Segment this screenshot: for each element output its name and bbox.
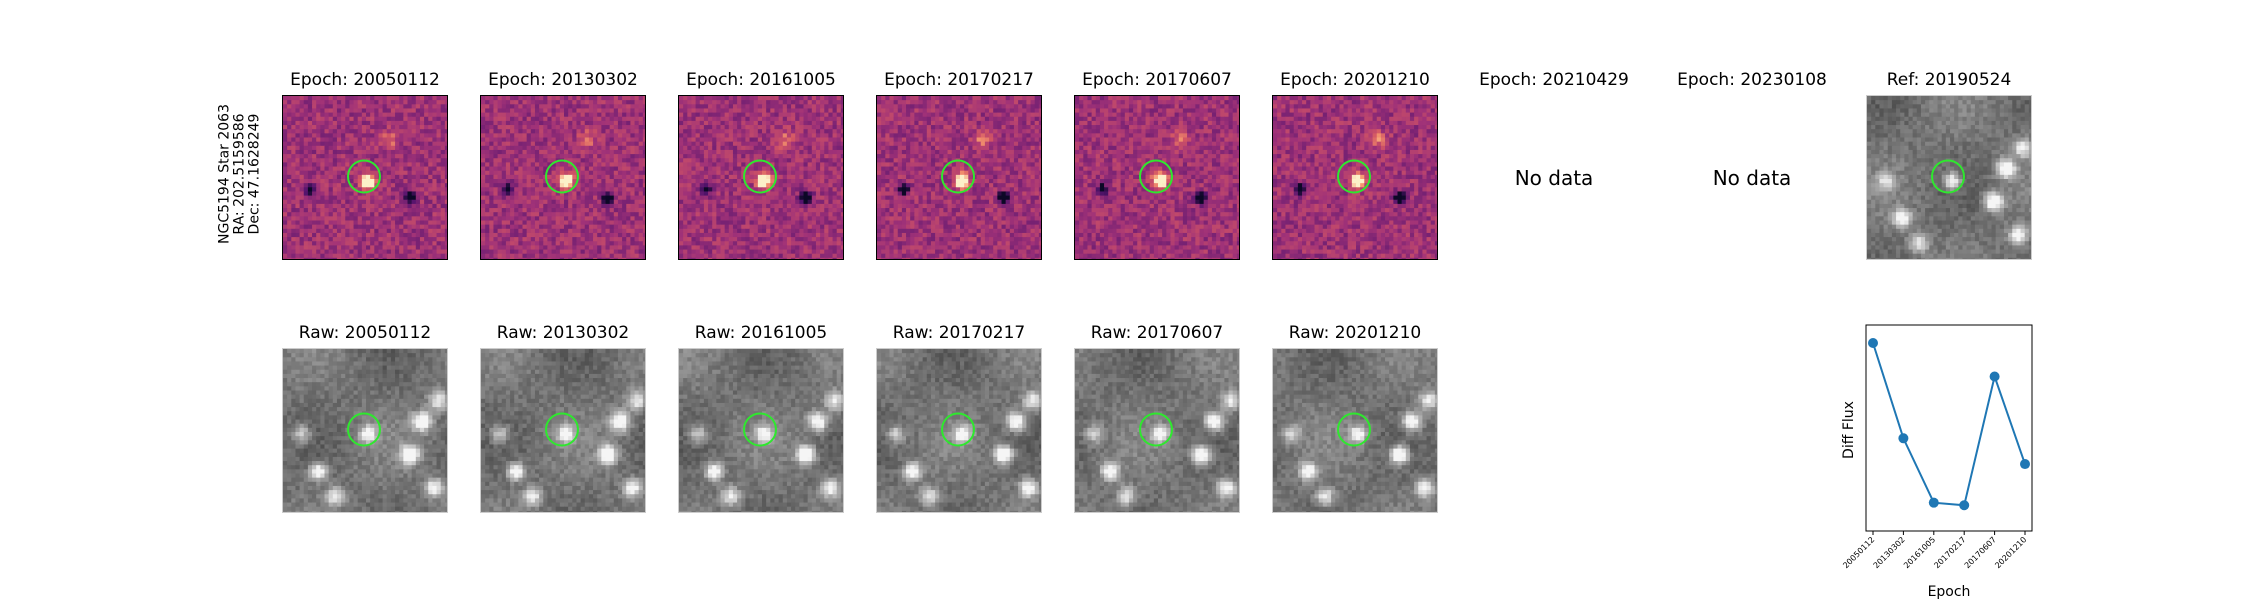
target-circle <box>743 159 777 194</box>
panel-title: Ref: 20190524 <box>1887 70 2012 90</box>
x-tick-label: 20130302 <box>1872 535 1907 570</box>
data-point <box>1868 338 1878 349</box>
difference-image <box>678 95 844 260</box>
panel-title: Epoch: 20050112 <box>290 70 440 90</box>
panel-title: Epoch: 20210429 <box>1479 70 1629 90</box>
no-data-message: No data <box>1515 166 1594 190</box>
target-circle <box>347 159 381 194</box>
panel-title: Epoch: 20170217 <box>884 70 1034 90</box>
star-name: NGC5194 Star 2063 <box>217 104 233 244</box>
panel-title: Raw: 20161005 <box>695 323 828 343</box>
panel-title: Raw: 20170607 <box>1091 323 1224 343</box>
data-point <box>1959 500 1970 511</box>
panel-title: Raw: 20170217 <box>893 323 1026 343</box>
difference-image <box>282 95 448 260</box>
star-ra: RA: 202.5159586 <box>232 104 248 244</box>
difference-image <box>1272 95 1438 260</box>
raw-image <box>282 348 448 513</box>
x-tick-label: 20201210 <box>1993 535 2028 570</box>
panel-title: Epoch: 20230108 <box>1677 70 1827 90</box>
difference-image <box>1074 95 1240 260</box>
panel-title: Epoch: 20170607 <box>1082 70 1232 90</box>
data-point <box>1928 497 1939 508</box>
target-circle <box>1139 159 1173 194</box>
raw-image <box>678 348 844 513</box>
light-curve-svg: 2005011220130302201610052017021720170607… <box>1841 324 2033 570</box>
panel-title: Raw: 20050112 <box>299 323 432 343</box>
target-circle <box>545 412 579 447</box>
target-circle <box>347 412 381 447</box>
star-info-label: NGC5194 Star 2063 RA: 202.5159586 Dec: 4… <box>217 104 263 244</box>
x-tick-label: 20161005 <box>1902 535 1937 570</box>
difference-image <box>480 95 646 260</box>
difference-image <box>876 95 1042 260</box>
data-point <box>2020 459 2030 470</box>
data-point <box>1898 433 1909 444</box>
data-point <box>1989 371 2000 382</box>
panel-title: Epoch: 20130302 <box>488 70 638 90</box>
target-circle <box>941 159 975 194</box>
panel-title: Raw: 20130302 <box>497 323 630 343</box>
light-curve-chart: 20050112 20130302 20161005 20170217 20170607… <box>1841 324 2033 585</box>
raw-image <box>1074 348 1240 513</box>
panel-title: Raw: 20201210 <box>1289 323 1422 343</box>
plot-frame <box>1865 324 2033 532</box>
star-dec: Dec: 47.1628249 <box>247 104 263 244</box>
raw-image <box>1272 348 1438 513</box>
target-circle <box>1337 412 1371 447</box>
series-line <box>1872 342 2026 507</box>
y-axis-label: Diff Flux <box>1841 401 1857 459</box>
no-data-message: No data <box>1713 166 1792 190</box>
raw-image <box>480 348 646 513</box>
x-axis-label: Epoch <box>1928 584 1971 600</box>
target-circle <box>1931 159 1965 194</box>
raw-image <box>876 348 1042 513</box>
target-circle <box>545 159 579 194</box>
x-tick-label: 20050112 <box>1841 535 1876 570</box>
target-circle <box>1337 159 1371 194</box>
target-circle <box>941 412 975 447</box>
target-circle <box>1139 412 1173 447</box>
panel-title: Epoch: 20161005 <box>686 70 836 90</box>
target-circle <box>743 412 777 447</box>
reference-image <box>1866 95 2032 260</box>
x-tick-label: 20170217 <box>1932 535 1967 570</box>
x-tick-label: 20170607 <box>1963 535 1998 570</box>
panel-title: Epoch: 20201210 <box>1280 70 1430 90</box>
